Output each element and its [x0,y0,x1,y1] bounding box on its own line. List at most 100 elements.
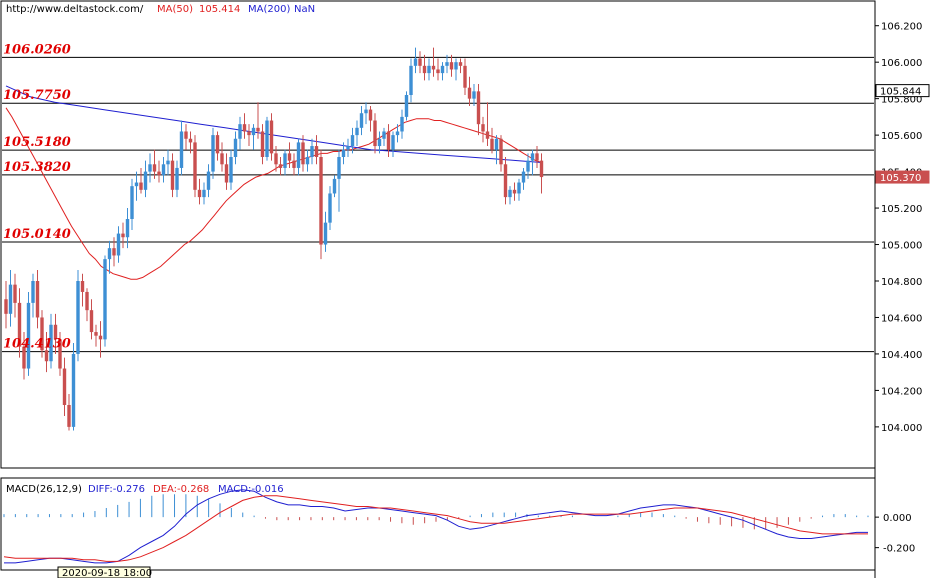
candle [44,332,49,373]
candle-body [404,95,409,117]
candle-body [436,69,440,74]
candle-body [49,324,53,362]
candle [364,102,368,125]
candle-body [346,146,350,150]
candle [391,131,395,157]
candle-body [148,164,152,172]
candle-body [170,160,175,190]
candle-body [539,160,544,178]
candle [395,124,400,143]
candle [260,124,265,165]
candle [35,270,40,329]
candle-body [238,124,242,139]
candle [409,58,413,103]
candle-body [314,146,319,157]
candle [274,146,278,172]
macd-y-tick-label: -0.200 [883,544,915,555]
macd-y-tick-label: 0.000 [883,513,912,524]
candle-body [215,135,220,154]
candle [341,142,346,165]
candle-body [382,131,386,139]
candle [143,160,148,198]
ma50-line [5,107,542,280]
candle-body [454,62,458,70]
candle [301,135,305,172]
candle-body [355,127,359,136]
y-tick-label: 105.200 [881,204,922,215]
price-tag-box-0 [875,84,930,98]
candle-body [13,284,17,303]
candle [215,131,220,161]
y-tick-label: 106.000 [881,58,922,69]
candle [521,167,526,190]
candle-body [211,135,215,172]
candle [314,135,319,165]
candle [58,332,62,376]
candle [355,120,359,147]
macd-axis: 0.000 -0.200 [875,513,915,555]
candle-body [44,350,49,362]
candle [368,105,373,132]
candle-body [413,58,418,66]
candle [386,124,391,157]
y-tick-label: 105.600 [881,131,922,142]
candle [346,138,350,157]
candle [337,149,341,212]
candle-body [161,164,166,176]
candle [238,116,242,150]
candle [49,313,53,369]
candle [296,138,301,176]
candle-body [449,62,454,70]
candle [125,208,130,249]
candle-body [485,131,490,139]
candle [413,47,418,74]
candle [166,149,170,176]
candle [112,237,116,267]
candle [130,178,134,230]
candle-body [143,171,148,190]
level-label-2: 105.5180 [3,135,71,150]
candle [40,310,44,358]
candle-body [490,138,494,150]
candle-body [319,157,323,245]
candle [193,135,197,198]
candle [85,288,89,322]
candle-body [112,248,116,256]
candle-body [206,171,211,190]
candle [476,84,481,136]
candle-body [22,346,26,369]
candle-body [188,138,193,143]
y-tick-label: 105.000 [881,241,922,252]
candle [283,149,287,176]
candle-body [409,65,413,95]
candle-body [265,120,269,157]
ma200-label: MA(200) [248,4,290,15]
candle-body [350,135,355,147]
macd-label: MACD(26,12,9) [6,484,82,495]
candle-body [499,138,503,165]
candle [121,222,125,249]
candle [179,120,184,176]
candle-body [341,149,346,157]
candle-body [535,153,539,161]
candle-body [166,160,170,165]
candle-body [364,109,368,114]
candle-body [269,120,274,154]
candle-body [94,332,98,336]
candle-body [62,368,67,405]
candle-body [530,153,535,161]
candle [323,211,328,252]
date-tag: 2020-09-18 18:00 [62,568,152,578]
macd-dea-line [3,495,868,562]
candle-body [391,135,395,150]
candle-body [251,127,256,136]
candle-body [395,131,400,136]
candle [170,153,175,198]
candle [404,91,409,121]
candle-body [373,120,377,147]
candle [62,357,67,416]
candle [503,157,508,205]
candle-body [278,164,283,168]
source-url[interactable]: http://www.deltastock.com/ [6,4,144,15]
candle-body [152,164,157,172]
